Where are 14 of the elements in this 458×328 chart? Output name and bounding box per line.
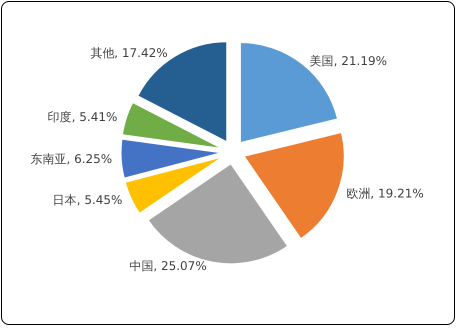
- data-label: , 19.21%: [370, 186, 424, 200]
- data-label: , 25.07%: [153, 259, 207, 274]
- slice-label: 印度: [48, 110, 72, 124]
- data-label: , 17.42%: [114, 46, 168, 60]
- data-label: , 5.41%: [72, 110, 118, 124]
- slice-label: 中国: [129, 259, 154, 274]
- slice-label: 美国: [310, 54, 334, 68]
- slice-label: 日本: [52, 193, 77, 208]
- data-label: , 6.25%: [66, 152, 112, 166]
- slice-label: 其他: [90, 46, 114, 60]
- slice-label: 东南亚: [30, 152, 66, 166]
- slice-label: 欧洲: [346, 186, 370, 200]
- data-label: , 5.45%: [76, 193, 122, 208]
- data-label: , 21.19%: [334, 54, 388, 68]
